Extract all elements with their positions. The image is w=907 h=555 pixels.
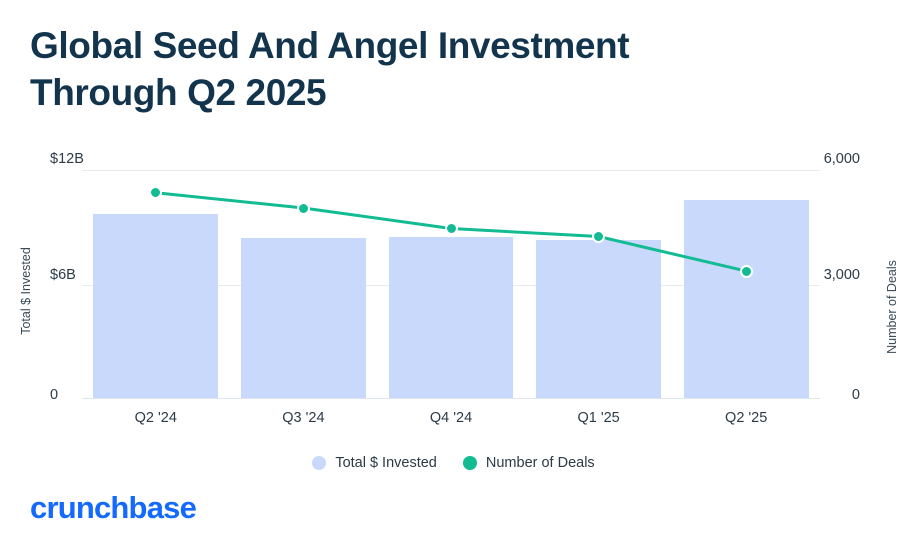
bar-2[interactable]	[388, 236, 514, 398]
legend-item-number-of-deals[interactable]: Number of Deals	[462, 455, 595, 471]
bar-3[interactable]	[536, 240, 661, 398]
x-axis-labels: Q2 '24 Q3 '24 Q4 '24 Q1 '25 Q2 '25	[82, 410, 820, 436]
bar-series	[82, 170, 820, 398]
line-series	[82, 170, 820, 398]
axis-baseline	[82, 398, 820, 399]
chart-legend: Total $ Invested Number of Deals	[0, 455, 907, 471]
data-point-1[interactable]	[296, 201, 310, 215]
x-axis-label-4: Q2 '25	[725, 410, 768, 426]
data-point-4[interactable]	[739, 264, 753, 278]
legend-swatch-icon	[462, 456, 477, 470]
legend-item-total-invested[interactable]: Total $ Invested	[312, 455, 437, 471]
x-axis-label-0: Q2 '24	[134, 410, 177, 426]
left-axis-tick-6b: $6B	[50, 267, 76, 283]
right-axis-title: Number of Deals	[884, 260, 899, 354]
plot-area	[82, 170, 820, 399]
page-title: Global Seed And Angel Investment Through…	[30, 25, 630, 114]
x-axis-label-2: Q4 '24	[429, 410, 473, 426]
right-axis-tick-0: 0	[851, 387, 860, 403]
data-point-3[interactable]	[592, 230, 606, 243]
crunchbase-logo: crunchbase	[30, 490, 197, 525]
data-point-2[interactable]	[444, 222, 458, 236]
legend-label: Number of Deals	[485, 455, 595, 471]
legend-label: Total $ Invested	[335, 455, 437, 471]
left-axis-tick-12b: $12B	[50, 151, 84, 167]
bar-1[interactable]	[241, 238, 366, 398]
bar-0[interactable]	[93, 213, 219, 398]
right-axis-tick-6000: 6,000	[823, 151, 860, 167]
gridline-top	[82, 170, 820, 171]
data-point-0[interactable]	[149, 186, 163, 200]
right-axis-tick-3000: 3,000	[823, 267, 860, 283]
bar-4[interactable]	[683, 200, 809, 398]
left-axis-tick-0: 0	[50, 387, 59, 403]
x-axis-label-3: Q1 '25	[577, 410, 620, 426]
x-axis-label-1: Q3 '24	[282, 410, 325, 426]
legend-swatch-icon	[312, 456, 327, 470]
left-axis-title: Total $ Invested	[18, 247, 33, 335]
